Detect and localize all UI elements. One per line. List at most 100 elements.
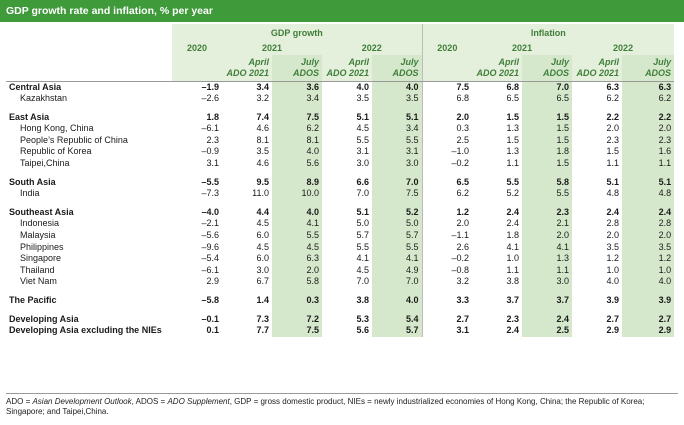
subcolumn-header-line2: ADO 2021 [476,67,520,78]
footnote-ado-def: Asian Development Outlook [32,397,132,406]
gdp-inflation-table: GDP growth Inflation 2020 2021 2022 2020… [6,24,675,337]
table-cell: 2.4 [606,206,620,217]
table-row: Thailand –6.1 3.0 2.0 4.5 4.9 –0.8 1.1 1.1 1.0 1.0 [6,264,675,277]
row-label: Taipei,China [20,158,70,169]
subcolumn-header-line2: ADOS [543,67,570,78]
subcolumn-header-line1: July [300,56,319,67]
table-cell: –9.6 [201,241,219,252]
table-cell: 2.0 [456,111,470,122]
table-cell: 2.0 [622,123,675,135]
year-header: 2021 [472,41,573,55]
subcolumn-header: July ADOS [522,55,573,82]
year-header: 2021 [222,41,322,55]
table-cell: 5.5 [372,241,423,254]
table-cell: 5.5 [356,134,369,145]
footnote-ados-def: ADO Supplement [167,397,230,406]
table-cell: 2.3 [206,134,219,145]
subcolumn-header: April ADO 2021 [472,55,523,82]
table-cell: 7.0 [522,81,573,94]
table-cell: 1.2 [456,206,470,217]
row-label: The Pacific [9,295,57,305]
table-row: Hong Kong, China –6.1 4.6 6.2 4.5 3.4 0.3 1.3 1.… [6,123,675,135]
gdp-growth-header: GDP growth [172,24,423,41]
table-cell: 4.1 [372,253,423,265]
table-cell: 2.2 [606,111,620,122]
table-cell: 2.9 [206,276,219,287]
table-cell: 5.5 [272,230,322,242]
table-cell: –5.6 [201,230,219,241]
subcolumn-header-line2: ADOS [645,67,672,78]
table-cell: 3.0 [372,158,423,170]
table-row: Viet Nam 2.9 6.7 5.8 7.0 7.0 3.2 3.8 3.0 4.0 4.0 [6,276,675,288]
table-cell: 2.0 [606,230,620,241]
table-cell: 0.3 [456,123,470,134]
table-cell: 3.0 [356,158,369,169]
table-cell: 3.5 [622,241,675,254]
table-cell: 5.0 [356,218,369,229]
table-cell: 2.4 [506,218,520,229]
table-row: Developing Asia excluding the NIEs 0.1 7.7… [6,325,675,337]
table-cell: 1.8 [206,111,219,122]
table-cell: 2.3 [606,134,620,145]
subcolumn-header-line1: July [653,56,672,67]
table-cell: 1.8 [522,146,573,159]
table-cell: 6.2 [622,93,675,105]
subcolumn-header-line2: ADO 2021 [226,67,269,78]
row-label: Philippines [20,241,64,252]
table-cell: 7.5 [272,325,322,337]
table-cell: 5.1 [356,206,369,217]
table-cell: 5.5 [506,176,520,187]
table-cell: 5.1 [356,111,369,122]
table-cell: 9.5 [256,176,269,187]
table-cell: 1.2 [606,253,620,264]
row-label: South Asia [9,176,56,187]
table-cell: 5.6 [356,325,369,336]
table-cell: 8.9 [272,169,322,189]
table-cell: 1.8 [506,230,520,241]
table-cell: 6.0 [256,253,269,264]
subcolumn-header: July ADOS [622,55,675,82]
table-cell: 2.9 [622,325,675,337]
subcolumn-header-line1: July [551,56,570,67]
table-cell: 4.5 [256,218,269,229]
table-cell: –4.0 [201,206,219,217]
subcolumn-header-line1: July [400,56,419,67]
table-cell: 1.0 [606,264,620,275]
table-cell: –6.1 [201,264,219,275]
footnote-rest: , GDP = gross domestic product, NIEs = n… [6,397,645,416]
table-cell: 6.3 [606,81,620,92]
table-cell: 3.5 [606,241,620,252]
table-row: People’s Republic of China 2.3 8.1 8.1 5.5 5.… [6,134,675,147]
table-cell: 3.8 [356,295,369,305]
subcolumn-header: July ADOS [272,55,322,82]
table-cell: 2.9 [606,325,620,336]
table-cell: 2.7 [456,313,470,324]
table-cell: 2.0 [522,230,573,242]
table-cell: 4.1 [356,253,369,264]
header-row-groups: GDP growth Inflation [6,24,675,41]
table-cell: 1.5 [522,104,573,124]
table-cell: 4.5 [272,241,322,254]
table-cell: 7.0 [356,276,369,287]
table-cell: –0.1 [201,313,219,324]
table-cell: 5.8 [272,276,322,288]
table-cell: 3.5 [256,146,269,157]
table-cell: 1.3 [506,123,520,134]
table-cell: 2.8 [622,218,675,231]
table-cell: 3.2 [256,93,269,104]
table-cell: 3.1 [356,146,369,157]
table-cell: 5.1 [606,176,620,187]
table-cell: 2.4 [506,206,520,217]
footnote-ados-abbr: ADOS [135,397,159,406]
table-cell: –5.8 [201,295,219,305]
table-row: Developing Asia –0.1 7.3 7.2 5.3 5.4 2.7 2.3 2.4… [6,306,675,326]
table-cell: –1.9 [201,81,219,92]
table-cell: 1.4 [256,295,269,305]
subcolumn-header-line1: April [248,56,269,67]
row-label: Singapore [20,253,62,264]
table-cell: 4.6 [256,123,269,134]
year-header: 2022 [572,41,675,55]
table-cell: 1.1 [606,158,620,169]
year-header: 2020 [422,41,473,55]
table-row: Kazakhstan –2.6 3.2 3.4 3.5 3.5 6.8 6.5 6.5 6.2 6.… [6,93,675,105]
